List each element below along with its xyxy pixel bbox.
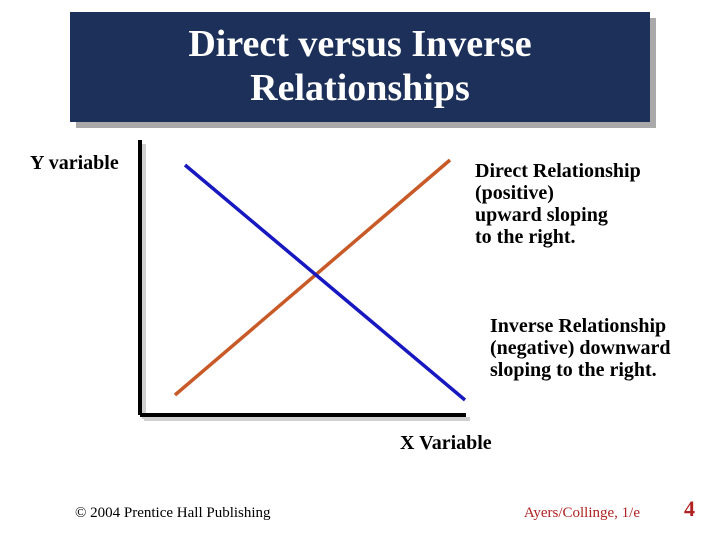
x-axis-label: X Variable bbox=[400, 432, 492, 455]
page-number: 4 bbox=[684, 496, 695, 522]
y-axis-label: Y variable bbox=[30, 152, 119, 175]
axes bbox=[140, 140, 466, 415]
direct-relationship-label: Direct Relationship (positive)upward slo… bbox=[475, 160, 705, 248]
title-line1: Direct versus InverseRelationships bbox=[188, 23, 531, 109]
title-box: Direct versus InverseRelationships bbox=[70, 12, 650, 122]
inverse-line bbox=[185, 165, 465, 400]
relationship-chart bbox=[130, 140, 470, 425]
slide-title: Direct versus InverseRelationships bbox=[188, 23, 531, 110]
copyright-text: © 2004 Prentice Hall Publishing bbox=[75, 505, 271, 522]
author-text: Ayers/Collinge, 1/e bbox=[524, 505, 640, 522]
inverse-relationship-label: Inverse Relationship (negative) downward… bbox=[490, 315, 720, 381]
slide: Direct versus InverseRelationships Y var… bbox=[0, 0, 720, 540]
title-panel: Direct versus InverseRelationships bbox=[70, 12, 650, 122]
direct-line bbox=[175, 160, 450, 395]
